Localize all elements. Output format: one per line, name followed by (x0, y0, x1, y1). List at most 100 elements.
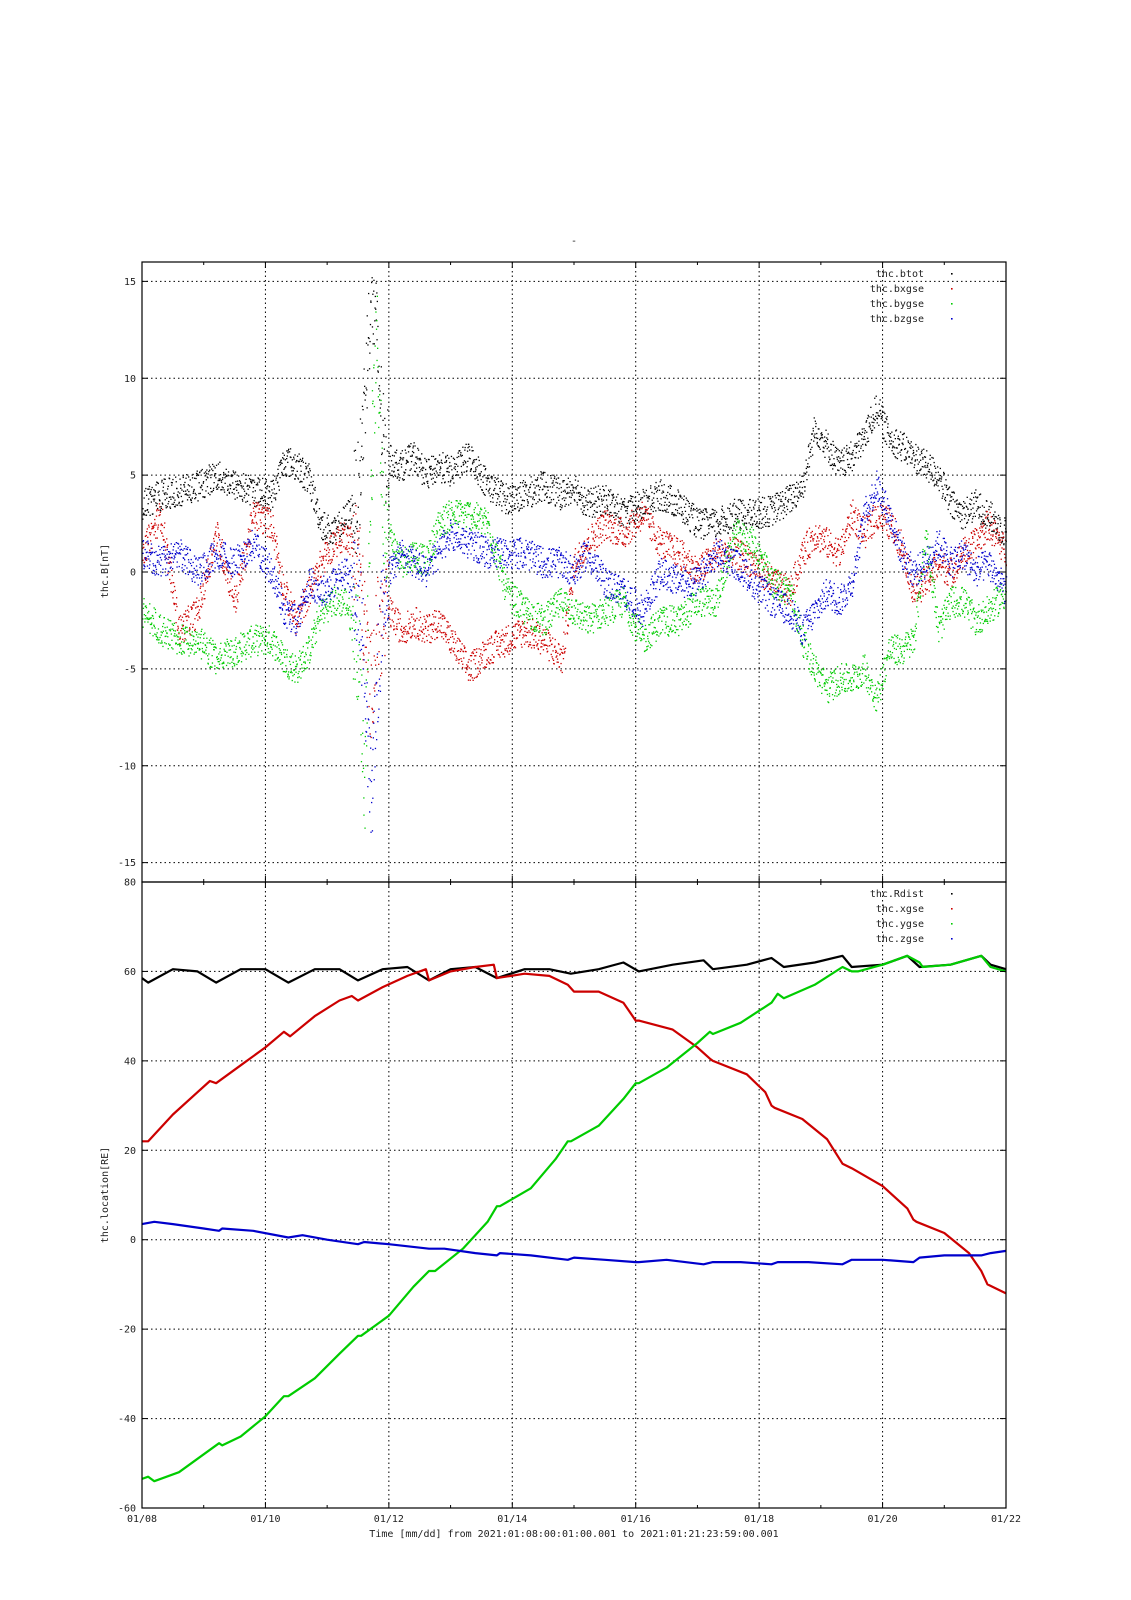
data-point (280, 585, 282, 587)
data-point (626, 512, 629, 515)
data-point (367, 671, 369, 673)
data-point (789, 600, 792, 602)
data-point (561, 507, 563, 509)
data-point (852, 449, 854, 452)
data-point (201, 603, 204, 605)
data-point (952, 498, 954, 501)
data-point (801, 544, 803, 546)
data-point (631, 538, 633, 540)
data-point (193, 604, 195, 606)
data-point (371, 632, 373, 634)
data-point (259, 479, 261, 481)
data-point (924, 456, 927, 458)
data-point (373, 279, 375, 281)
data-point (549, 634, 551, 636)
data-point (858, 440, 860, 442)
data-point (405, 459, 408, 461)
data-point (490, 642, 492, 644)
data-point (897, 435, 899, 437)
data-point (853, 464, 855, 466)
data-point (728, 526, 730, 528)
data-point (363, 391, 365, 393)
data-point (897, 530, 899, 532)
data-point (763, 580, 765, 582)
data-point (232, 596, 234, 598)
data-point (462, 446, 464, 448)
data-point (261, 497, 264, 499)
data-point (905, 576, 908, 578)
data-point (681, 540, 683, 542)
data-point (874, 419, 876, 421)
data-point (318, 570, 320, 572)
data-point (977, 506, 979, 508)
data-point (663, 542, 665, 545)
data-point (262, 477, 264, 480)
data-point (966, 506, 968, 508)
data-point (550, 499, 553, 501)
data-point (932, 557, 935, 559)
data-point (827, 446, 830, 448)
data-point (994, 511, 996, 513)
data-point (531, 481, 533, 483)
data-point (300, 465, 302, 467)
data-point (552, 650, 554, 652)
data-point (412, 613, 414, 615)
data-point (592, 538, 594, 540)
data-point (900, 529, 902, 531)
data-point (514, 646, 516, 648)
data-point (867, 523, 869, 526)
data-point (646, 497, 648, 499)
data-point (389, 472, 391, 474)
data-point (155, 502, 157, 504)
data-point (687, 500, 689, 503)
data-point (597, 496, 599, 498)
data-point (599, 488, 601, 491)
data-point (430, 467, 432, 470)
data-point (613, 516, 615, 518)
data-point (301, 607, 303, 609)
data-point (852, 499, 854, 501)
data-point (548, 631, 550, 634)
data-point (865, 535, 867, 538)
data-point (447, 625, 449, 627)
data-point (637, 508, 639, 510)
data-point (303, 616, 305, 618)
data-point (209, 469, 211, 471)
data-point (245, 478, 247, 480)
data-point (494, 631, 497, 633)
data-point (325, 549, 328, 552)
data-point (363, 610, 365, 612)
data-point (969, 498, 971, 500)
data-point (343, 529, 345, 531)
data-point (302, 602, 304, 604)
data-point (894, 534, 896, 536)
data-point (257, 484, 259, 486)
data-point (817, 543, 819, 545)
data-point (520, 629, 523, 631)
data-point (341, 523, 344, 525)
data-point (173, 585, 176, 588)
data-point (484, 465, 486, 467)
data-point (616, 502, 618, 504)
data-point (884, 412, 886, 415)
data-point (498, 654, 500, 656)
data-point (503, 641, 505, 643)
data-point (194, 477, 196, 479)
data-point (407, 461, 409, 463)
data-point (795, 487, 797, 489)
data-point (634, 504, 636, 506)
data-point (438, 617, 440, 619)
data-point (522, 634, 524, 636)
data-point (747, 509, 749, 511)
data-point (577, 484, 579, 487)
data-point (461, 471, 463, 473)
data-point (745, 522, 748, 525)
data-point (749, 523, 752, 526)
data-point (687, 556, 689, 558)
data-point (936, 479, 938, 481)
data-point (871, 510, 874, 512)
data-point (937, 471, 939, 473)
data-point (235, 596, 237, 598)
data-point (405, 641, 407, 644)
data-point (191, 477, 194, 479)
